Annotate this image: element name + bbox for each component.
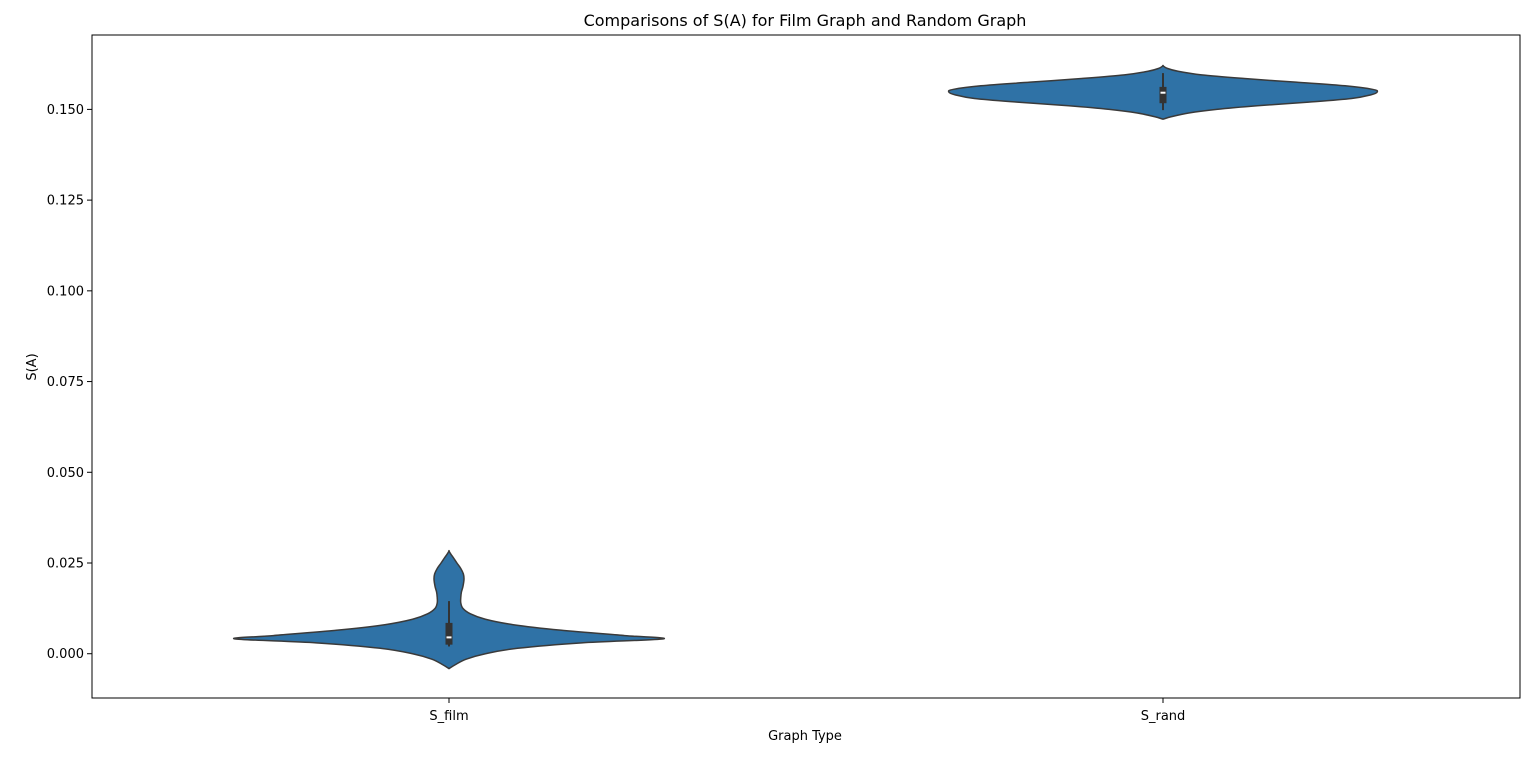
y-axis-label: S(A) [25,353,40,380]
violins-layer [232,64,1379,670]
x-tick-label: S_film [429,709,468,724]
x-axis-label: Graph Type [768,729,842,744]
y-axis: 0.000 0.025 0.050 0.075 0.100 0.125 0.150 [47,103,92,662]
boxes-layer [445,73,1167,647]
chart-title: Comparisons of S(A) for Film Graph and R… [584,11,1027,30]
y-tick-label: 0.150 [47,103,84,118]
y-tick-label: 0.025 [47,557,84,572]
y-tick-label: 0.050 [47,466,84,481]
y-tick-label: 0.125 [47,194,84,209]
x-tick-label: S_rand [1141,709,1186,724]
iqr-box-S_film [445,622,453,645]
y-tick-label: 0.075 [47,375,84,390]
x-axis: S_film S_rand [429,698,1185,724]
y-tick-label: 0.100 [47,284,84,299]
plot-frame [91,34,1521,699]
iqr-box-S_rand [1159,86,1167,104]
y-tick-label: 0.000 [47,647,84,662]
